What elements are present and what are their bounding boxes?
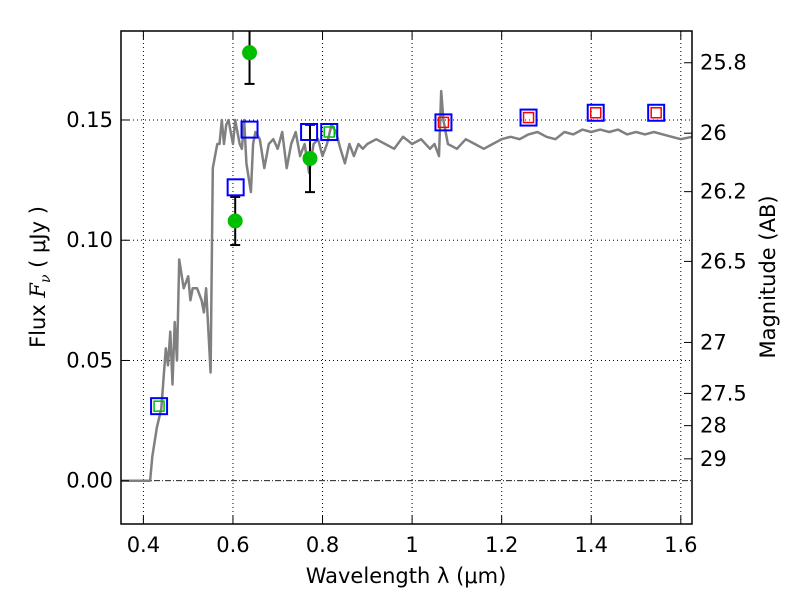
x-tick-label: 1.2 <box>485 533 518 557</box>
observed-flux-point <box>242 45 258 61</box>
red-flux-square <box>589 107 602 119</box>
y-tick-label: 0.15 <box>66 108 113 132</box>
model-spectrum-line <box>121 89 693 482</box>
model-flux-square <box>150 397 169 416</box>
data-series <box>121 31 693 482</box>
mag-tick-label: 28 <box>700 414 727 438</box>
x-axis-label: Wavelength λ (μm) <box>306 564 507 588</box>
model-flux-square <box>586 103 605 122</box>
observed-flux-point <box>302 150 318 166</box>
green-flux-square <box>323 126 335 138</box>
y-axis-label: Flux Fν ( μJy ) <box>26 206 54 348</box>
x-tick-label: 1 <box>405 533 418 557</box>
mag-tick-label: 29 <box>700 447 727 471</box>
axis-ticks: 0.4 0.6 0.8 1 1.2 1.4 1.6 0.00 0.05 0.10 0.15 25.8 2… <box>66 31 747 557</box>
red-flux-square <box>522 111 535 124</box>
y-tick-label: 0.05 <box>66 348 113 372</box>
y-axis-label-subscript: ν <box>38 274 54 283</box>
model-flux-square <box>519 108 538 127</box>
y-axis-label-unit: ( μJy ) <box>26 206 50 274</box>
mag-tick-label: 27.5 <box>700 381 747 405</box>
mag-tick-label: 26.2 <box>700 180 747 204</box>
observed-flux-point <box>227 213 243 229</box>
grid-lines <box>121 31 692 524</box>
x-tick-label: 0.4 <box>127 533 160 557</box>
mag-tick-label: 25.8 <box>700 51 747 75</box>
mag-tick-label: 26 <box>700 121 727 145</box>
y-axis-label-text: Flux <box>26 298 50 348</box>
green-flux-square <box>153 400 165 412</box>
model-flux-square <box>434 113 453 132</box>
x-tick-label: 0.6 <box>216 533 249 557</box>
model-flux-square <box>647 103 666 122</box>
x-tick-label: 1.4 <box>575 533 608 557</box>
red-flux-square <box>437 116 450 129</box>
y2-axis-label: Magnitude (AB) <box>756 195 780 358</box>
plot-frame <box>120 30 693 525</box>
model-flux-square <box>240 120 259 139</box>
x-tick-label: 1.6 <box>664 533 697 557</box>
model-flux-square <box>320 123 339 142</box>
mag-tick-label: 26.5 <box>700 249 747 273</box>
mag-tick-label: 27 <box>700 330 727 354</box>
y-axis-label-symbol: F <box>26 282 50 299</box>
x-tick-label: 0.8 <box>306 533 339 557</box>
red-flux-square <box>650 107 662 119</box>
model-flux-square <box>226 178 245 197</box>
model-flux-square <box>300 123 319 142</box>
y-tick-label: 0.00 <box>66 469 113 493</box>
y-tick-label: 0.10 <box>66 228 113 252</box>
